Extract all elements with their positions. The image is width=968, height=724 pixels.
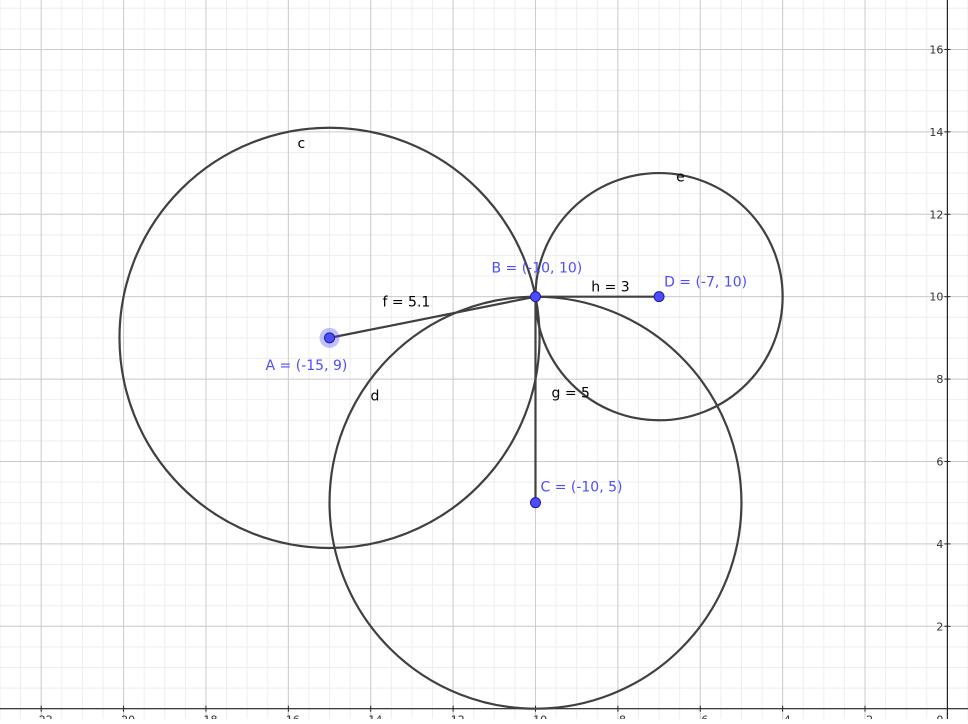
segment-h-label: h = 3 bbox=[591, 280, 629, 296]
x-tick-label: −10 bbox=[524, 714, 547, 719]
segment-f[interactable] bbox=[329, 295, 536, 339]
segment-f-label: f = 5.1 bbox=[383, 294, 431, 310]
point-B[interactable] bbox=[529, 291, 541, 303]
point-D[interactable] bbox=[653, 291, 665, 303]
point-C[interactable] bbox=[529, 497, 541, 509]
point-labels: A = (-15, 9) B = (-10, 10) C = (-10, 5) D =… bbox=[266, 261, 748, 496]
y-tick-label: 6 bbox=[936, 455, 943, 468]
x-tick-label: −18 bbox=[194, 714, 217, 719]
circles-layer bbox=[118, 126, 784, 710]
x-tick-label: −4 bbox=[775, 714, 791, 719]
point-A-label: A = (-15, 9) bbox=[266, 358, 348, 374]
y-tick-label: 2 bbox=[936, 620, 943, 633]
x-tick-label: −12 bbox=[441, 714, 464, 719]
point-C-label: C = (-10, 5) bbox=[540, 480, 622, 496]
segments-layer bbox=[329, 295, 660, 503]
circle-e-label: e bbox=[676, 170, 685, 186]
x-tick-label: −14 bbox=[359, 714, 382, 719]
point-D-label: D = (-7, 10) bbox=[664, 275, 747, 291]
circle-c[interactable] bbox=[118, 126, 541, 550]
y-tick-label: 16 bbox=[929, 43, 943, 56]
x-tick-label: −8 bbox=[610, 714, 626, 719]
point-B-label: B = (-10, 10) bbox=[491, 261, 582, 277]
point-A[interactable] bbox=[324, 332, 336, 344]
circle-c-label: c bbox=[298, 136, 306, 152]
y-tick-label: 8 bbox=[936, 373, 943, 386]
x-tick-label: −2 bbox=[857, 714, 873, 719]
x-tick-label: −16 bbox=[277, 714, 300, 719]
y-tick-label: 12 bbox=[929, 208, 943, 221]
segment-g-label: g = 5 bbox=[551, 386, 589, 402]
y-tick-label: 14 bbox=[929, 126, 943, 139]
x-tick-label: −22 bbox=[30, 714, 53, 719]
y-tick-label: 10 bbox=[929, 291, 943, 304]
circle-d-label: d bbox=[370, 389, 379, 405]
x-tick-label: −20 bbox=[112, 714, 135, 719]
x-tick-label: −6 bbox=[692, 714, 708, 719]
y-tick-label: 4 bbox=[936, 538, 943, 551]
object-labels: c d e f = 5.1 g = 5 h = 3 bbox=[298, 136, 685, 405]
origin-label: 0 bbox=[936, 714, 943, 719]
points-layer bbox=[319, 291, 665, 509]
